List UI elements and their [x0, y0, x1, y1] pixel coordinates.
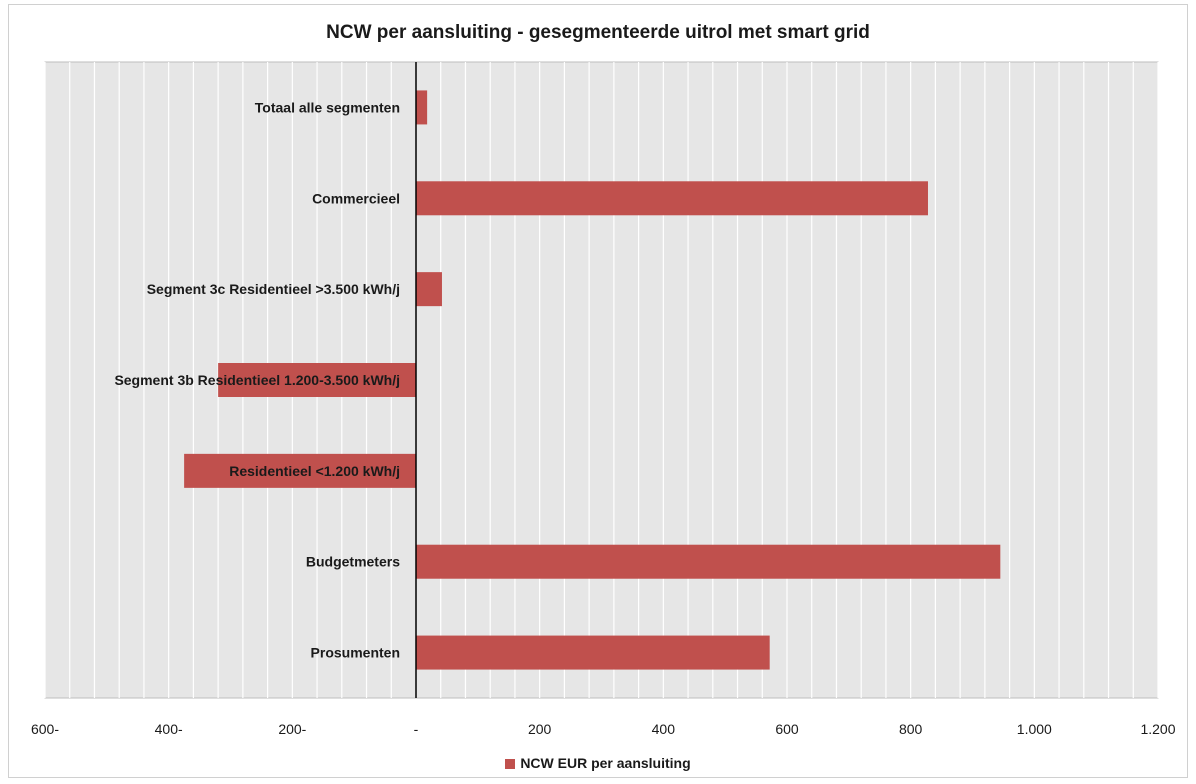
legend-swatch: [505, 759, 516, 770]
bars: [184, 90, 1001, 670]
x-tick-label: -: [414, 721, 419, 737]
category-label: Commercieel: [312, 190, 400, 206]
x-tick-label: 1.200: [1140, 721, 1175, 737]
x-tick-label: 200-: [278, 721, 306, 737]
bar: [416, 635, 770, 670]
category-label: Budgetmeters: [306, 554, 400, 570]
x-tick-label: 400-: [155, 721, 183, 737]
bar: [416, 181, 928, 216]
legend-label: NCW EUR per aansluiting: [520, 755, 691, 771]
category-label: Segment 3b Residentieel 1.200-3.500 kWh/…: [114, 372, 400, 388]
x-tick-label: 600: [775, 721, 799, 737]
bar: [184, 453, 416, 488]
x-tick-label: 400: [652, 721, 676, 737]
bar: [416, 90, 428, 125]
bar: [416, 272, 442, 307]
bar: [416, 544, 1001, 579]
category-label: Totaal alle segmenten: [255, 99, 400, 115]
category-labels: Totaal alle segmenten Commercieel Segment …: [114, 99, 400, 660]
x-tick-label: 200: [528, 721, 552, 737]
bar-chart: Totaal alle segmenten Commercieel Segment …: [31, 61, 1176, 737]
chart-title: NCW per aansluiting - gesegmenteerde uit…: [326, 22, 870, 43]
category-label: Prosumenten: [311, 645, 400, 661]
category-label: Segment 3c Residentieel >3.500 kWh/j: [147, 281, 400, 297]
x-tick-label: 800: [899, 721, 923, 737]
category-label: Residentieel <1.200 kWh/j: [229, 463, 400, 479]
x-axis-ticks: 600- 400- 200- - 200 400 600 800 1.000 1.200: [31, 721, 1176, 737]
x-tick-label: 600-: [31, 721, 59, 737]
legend: NCW EUR per aansluiting: [0, 755, 1196, 771]
x-tick-label: 1.000: [1017, 721, 1052, 737]
bar: [218, 363, 416, 397]
